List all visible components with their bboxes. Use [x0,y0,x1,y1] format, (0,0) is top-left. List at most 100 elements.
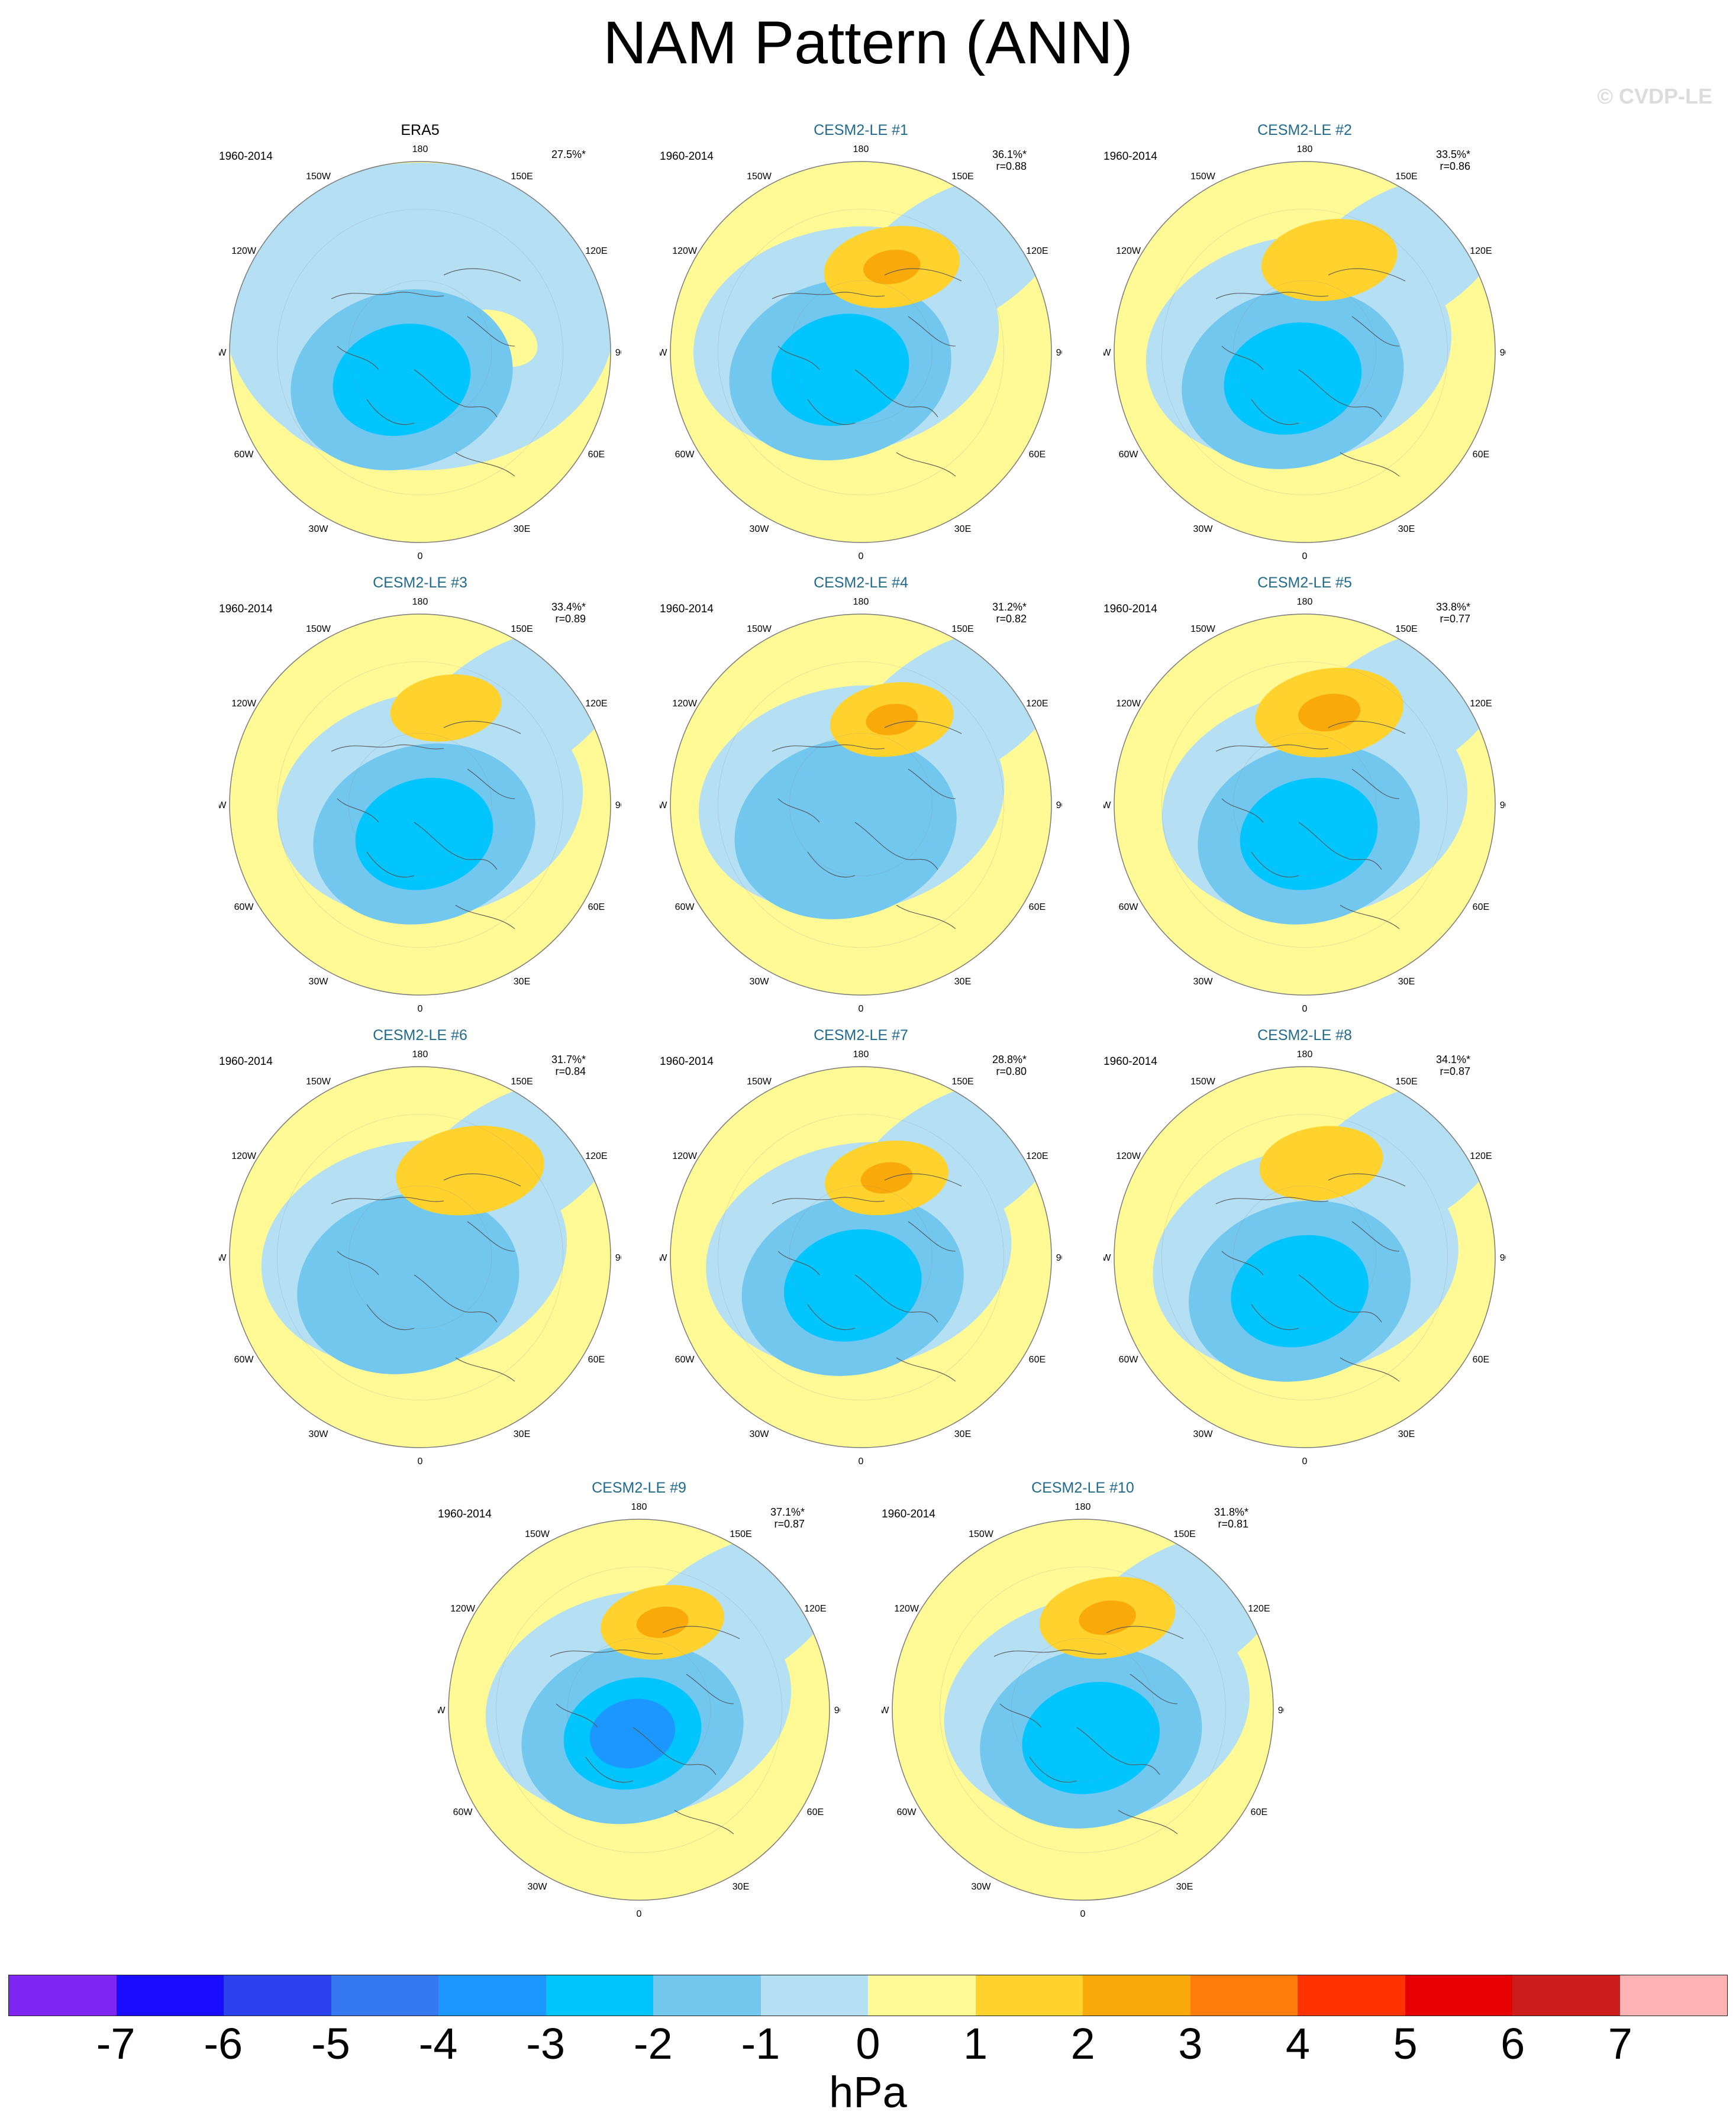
longitude-label: 150E [1395,1077,1417,1087]
latitude-circle [1161,661,1448,948]
latitude-circle [718,661,1004,948]
longitude-label: 90W [660,348,667,358]
colorbar-swatch [760,1975,868,2016]
polar-map: 180 150E 120E 90E 60E 30E 0 30W 60W 90W 120W 150W 19… [219,144,621,561]
colorbar-tick-label: 6 [1501,2019,1525,2068]
coastline [807,399,856,425]
pattern-correlation: r=0.84 [555,1065,586,1077]
latitude-circle [567,1638,711,1782]
map-border [670,161,1052,543]
coastline [1215,1197,1329,1204]
negative-core [734,738,957,919]
longitude-label: 180 [412,597,428,607]
map-border [448,1519,830,1901]
negative-core [1240,777,1378,890]
coastline [455,905,515,929]
longitude-label: 120E [1026,1151,1048,1161]
latitude-circle [789,1185,933,1329]
coastline [585,1756,634,1783]
coastline [854,1274,938,1323]
coastline [1298,369,1382,418]
longitude-label: 30E [954,1429,971,1439]
longitude-label: 0 [859,1004,864,1014]
colorbar-swatch [116,1975,224,2016]
colorbar-swatch [546,1975,653,2016]
period-label: 1960-2014 [1103,150,1157,163]
coastline [1351,768,1400,799]
positive-core [866,703,918,735]
longitude-label: 150W [1190,1077,1216,1087]
colorbar-swatch [1190,1975,1298,2016]
coastline [414,822,498,870]
latitude-circle [1011,1638,1155,1782]
coastline [443,1173,521,1187]
pattern-correlation: r=0.88 [996,160,1027,172]
longitude-label: 150W [747,172,772,182]
coastline [1106,1626,1184,1639]
period-label: 1960-2014 [438,1508,492,1520]
coastline [1340,452,1400,477]
longitude-label: 60W [453,1807,473,1817]
map-panel: CESM2-LE #3 180 150E 120E 90E 60E 30E 0 30W 60W 90… [219,574,621,1023]
coastline [1340,1357,1400,1382]
map-border [670,613,1052,996]
longitude-label: 120E [1248,1604,1270,1614]
coastline [807,851,856,878]
latitude-circle [1161,1114,1448,1400]
coastline [414,1274,498,1323]
variance-explained: 33.4%* [551,601,586,613]
coastline [455,1357,515,1382]
longitude-label: 30W [972,1882,992,1892]
variance-explained: 31.7%* [551,1054,586,1065]
coastline [884,268,962,282]
longitude-label: 30E [1176,1882,1193,1892]
longitude-label: 150W [969,1529,994,1539]
negative-core [355,777,493,890]
longitude-label: 0 [1302,1004,1308,1014]
coastline [443,721,521,734]
longitude-label: 90E [1278,1706,1284,1716]
coastline [1251,851,1299,878]
period-label: 1960-2014 [1103,1055,1157,1068]
positive-core [1261,219,1398,301]
negative-core [771,314,909,426]
coastline [908,768,956,799]
coastline [807,1304,856,1330]
coastline [854,822,938,870]
longitude-label: 120W [231,246,257,256]
coastline [366,399,415,425]
longitude-label: 30W [1193,977,1214,987]
coastline [777,1251,820,1275]
coastline [331,744,444,752]
latitude-circle [1161,209,1448,495]
colorbar-tick-label: 7 [1608,2019,1632,2068]
coastline [467,1221,515,1252]
longitude-label: 150W [747,624,772,634]
longitude-label: 60W [675,902,695,912]
map-panel: CESM2-LE #4 180 150E 120E 90E 60E 30E 0 30W 60W 90… [660,574,1062,1023]
coastline [1215,744,1329,752]
negative-core [589,1698,676,1769]
latitude-circle [1232,280,1377,424]
pattern-correlation: r=0.81 [1218,1518,1248,1530]
longitude-label: 150E [1395,624,1417,634]
polar-map: 180 150E 120E 90E 60E 30E 0 30W 60W 90W 120W 150W 19… [660,1049,1062,1467]
longitude-label: 120E [585,699,607,709]
longitude-label: 90W [1103,1253,1111,1263]
longitude-label: 60E [1473,450,1489,460]
longitude-label: 90E [615,1253,621,1263]
pattern-correlation: r=0.87 [774,1518,805,1530]
map-border [670,1066,1052,1448]
longitude-label: 150E [511,624,533,634]
longitude-label: 120E [1470,246,1492,256]
coastline [908,1221,956,1252]
panel-title: CESM2-LE #2 [1257,122,1352,138]
longitude-label: 90W [438,1706,446,1716]
longitude-label: 120W [672,246,698,256]
longitude-label: 180 [1297,597,1313,607]
coastline [777,345,820,370]
colorbar-tick-label: -4 [418,2019,458,2068]
longitude-label: 120W [672,1151,698,1161]
colorbar-swatch [868,1975,976,2016]
variance-explained: 34.1%* [1436,1054,1470,1065]
